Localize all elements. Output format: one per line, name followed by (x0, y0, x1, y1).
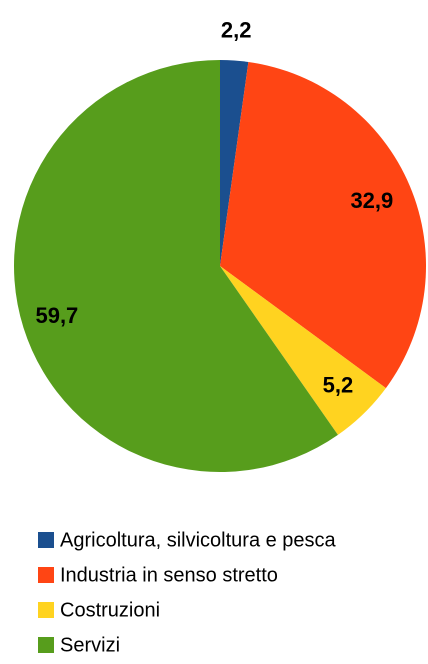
pie-slice (13, 60, 338, 472)
legend-swatch (38, 637, 54, 653)
legend-label: Servizi (60, 634, 120, 656)
data-label: 32,9 (350, 188, 393, 213)
pie-slice (220, 266, 386, 435)
legend-swatch (38, 567, 54, 583)
data-label: 2,2 (221, 18, 252, 43)
legend-label: Agricoltura, silvicoltura e pesca (60, 529, 337, 551)
pie-slice (220, 61, 427, 389)
data-label: 5,2 (323, 373, 354, 398)
pie-slice (220, 60, 249, 266)
data-label: 59,7 (35, 303, 78, 328)
legend-label: Industria in senso stretto (60, 564, 278, 586)
legend-swatch (38, 602, 54, 618)
legend-label: Costruzioni (60, 599, 160, 621)
legend-swatch (38, 532, 54, 548)
